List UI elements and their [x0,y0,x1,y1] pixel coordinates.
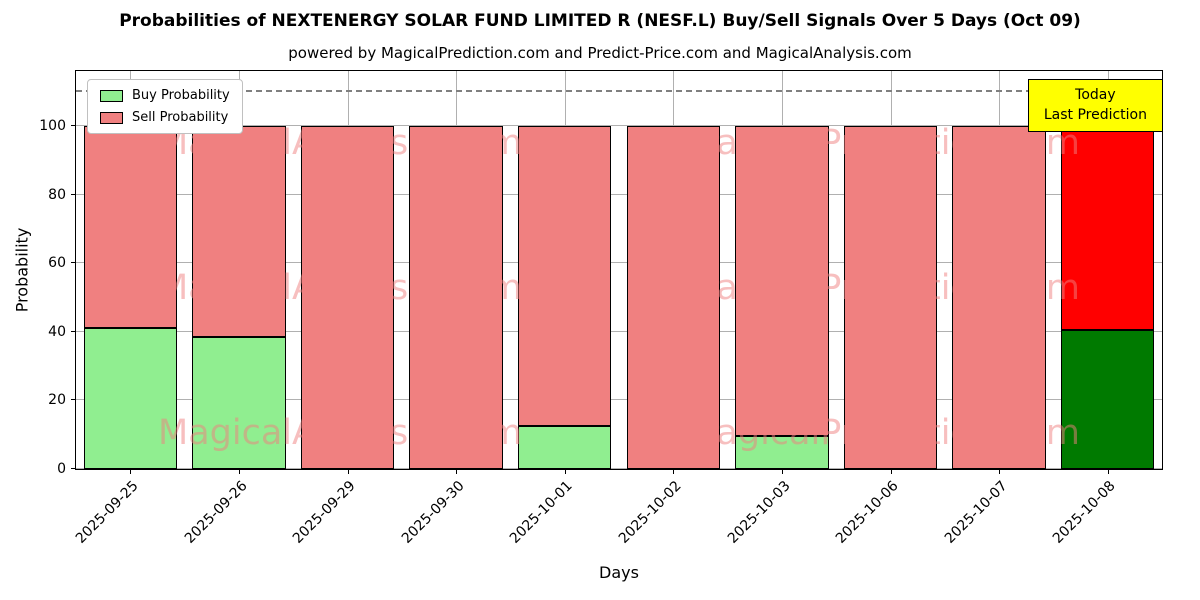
x-tick-label-text: 2025-10-03 [724,478,794,547]
dashed-reference-line [76,89,1162,92]
y-tick-mark [71,330,76,332]
x-tick-mark [781,469,783,474]
bar-segment-sell [843,125,938,469]
bar-2025-09-29 [300,71,395,469]
x-tick-label-text: 2025-09-25 [72,478,142,547]
bar-segment-buy [192,336,286,469]
bar-segment-buy [735,436,829,469]
x-tick-mark [564,469,566,474]
bar-2025-09-26 [192,71,286,469]
annotation-line1: Today [1075,87,1116,103]
x-tick-label-text: 2025-10-07 [941,478,1011,547]
bar-segment-sell [409,125,503,469]
x-tick-label-text: 2025-10-06 [832,478,902,547]
legend-label: Sell Probability [132,110,229,125]
bar-2025-09-25 [83,71,177,469]
y-tick-mark [71,468,76,469]
y-tick-label: 40 [48,323,66,340]
x-tick-label-text: 2025-09-29 [289,478,359,547]
gridline-horizontal [76,193,1162,195]
x-axis-label: Days [599,563,639,582]
x-tick-mark [347,469,349,474]
legend-item: Sell Probability [100,110,230,125]
x-tick-mark [456,469,458,474]
x-tick-mark [673,469,675,474]
bar-segment-sell [1061,125,1155,331]
chart-title: Probabilities of NEXTENERGY SOLAR FUND L… [119,11,1081,31]
bar-2025-10-01 [518,71,612,469]
x-tick-label-text: 2025-10-02 [615,478,685,547]
bar-2025-10-08 [1061,71,1155,469]
y-tick-label: 100 [39,117,66,134]
bar-segment-sell [518,125,612,427]
bar-segment-sell [192,125,286,337]
annotation-line2: Last Prediction [1043,107,1147,124]
gridline-horizontal [76,399,1162,401]
gridline-horizontal [76,468,1162,469]
bar-2025-09-30 [409,71,503,469]
x-tick-mark [130,469,132,474]
x-tick-label-text: 2025-10-01 [507,478,577,547]
gridline-horizontal [76,124,1162,126]
plot-area: Buy Probability Sell Probability Today La… [39,70,1163,547]
legend-swatch-buy [100,89,123,102]
x-tick-label-text: 2025-10-08 [1050,478,1120,547]
y-tick-mark [71,193,76,195]
x-tick-mark [890,469,892,474]
y-tick-mark [71,124,76,126]
y-axis-label: Probability [12,227,32,313]
bar-segment-buy [83,328,177,469]
x-tick-label-text: 2025-09-26 [181,478,251,547]
gridline-horizontal [76,262,1162,264]
today-annotation: Today Last Prediction [1027,79,1163,132]
y-tick-label: 0 [57,461,66,477]
bar-segment-sell [300,125,395,469]
x-tick-mark [999,469,1001,474]
y-tick-label: 20 [48,392,66,409]
x-tick-mark [1107,469,1109,474]
bar-segment-buy [518,426,612,469]
bar-segment-sell [626,125,720,469]
bar-2025-10-07 [952,71,1046,469]
y-tick-label: 60 [48,255,66,272]
x-tick-label-text: 2025-09-30 [398,478,468,547]
bar-segment-sell [735,125,829,437]
y-tick-mark [71,262,76,264]
y-tick-label: 80 [48,186,66,203]
bar-2025-10-03 [735,71,829,469]
legend-swatch-sell [100,111,123,124]
bar-2025-10-06 [843,71,938,469]
chart-subtitle: powered by MagicalPrediction.com and Pre… [288,44,912,62]
x-tick-mark [238,469,240,474]
legend: Buy Probability Sell Probability [87,79,243,134]
y-tick-mark [71,399,76,401]
legend-item: Buy Probability [100,88,230,103]
bar-2025-10-02 [626,71,720,469]
legend-label: Buy Probability [132,88,230,103]
gridline-horizontal [76,330,1162,332]
bar-segment-sell [952,125,1046,469]
bar-segment-buy [1061,330,1155,469]
bar-segment-sell [83,125,177,329]
